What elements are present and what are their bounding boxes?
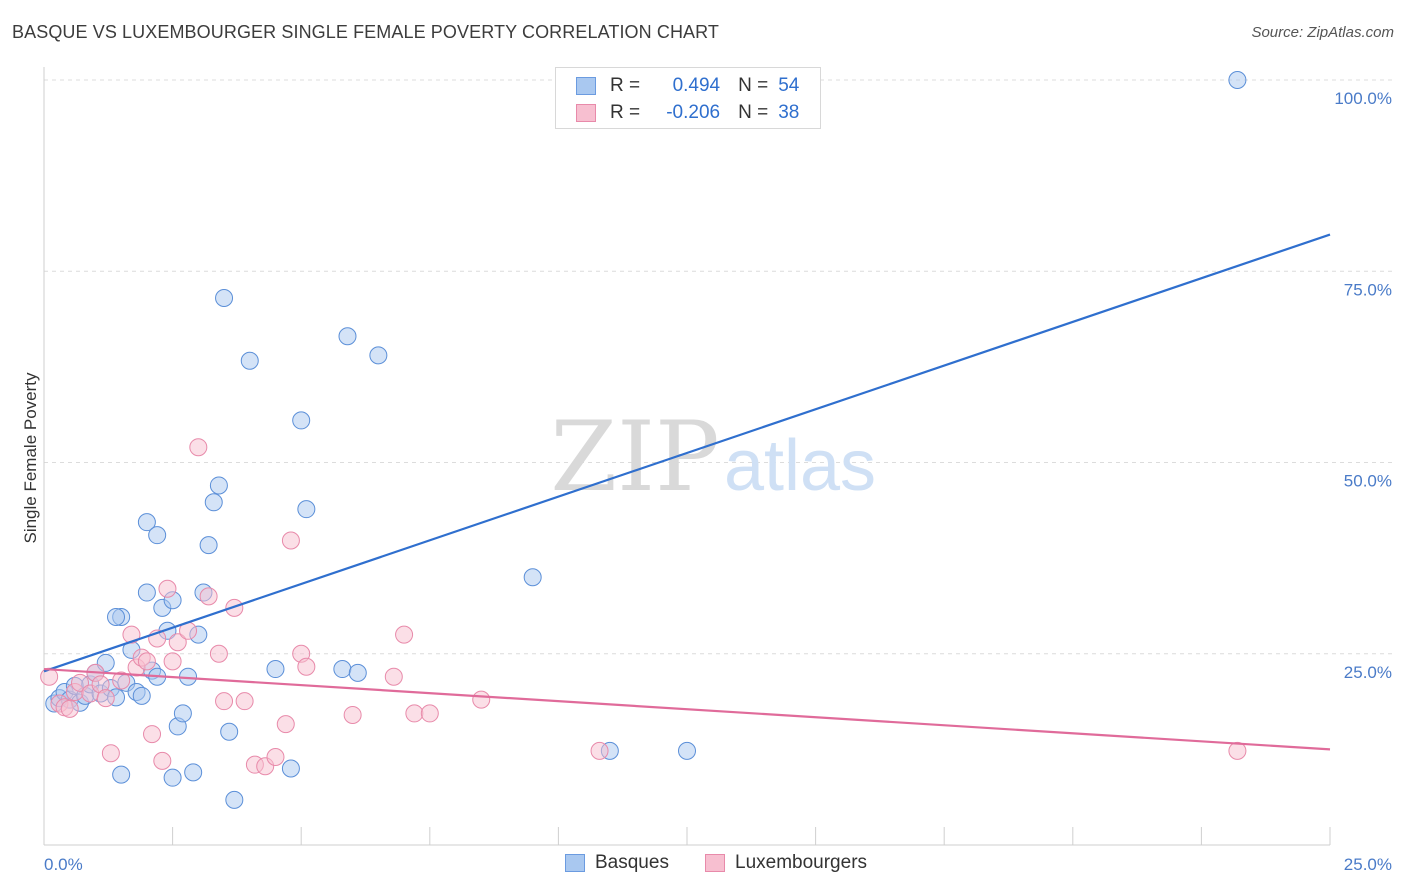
basques-point-53 — [1228, 71, 1247, 89]
luxembourgers-point-0 — [40, 667, 59, 686]
data-points — [40, 71, 1247, 809]
luxembourgers-point-16 — [143, 725, 162, 744]
basques-point-36 — [240, 351, 259, 370]
basques-point-31 — [204, 493, 223, 512]
legend-item-basques[interactable]: Basques — [565, 852, 669, 874]
x-tick-label-1: 25.0% — [1344, 855, 1392, 874]
basques-point-17 — [132, 686, 151, 705]
luxembourgers-point-20 — [163, 652, 182, 671]
luxembourgers-point-36 — [395, 625, 414, 644]
basques-point-18 — [137, 583, 156, 602]
basques-legend-swatch — [565, 854, 585, 872]
legend-label-basques: Basques — [595, 852, 669, 873]
luxembourgers-point-39 — [420, 704, 439, 723]
luxembourgers-point-28 — [235, 692, 254, 711]
chart-source: Source: ZipAtlas.com — [1251, 24, 1394, 41]
luxembourgers-point-9 — [96, 689, 115, 708]
r-label: R = — [610, 75, 641, 96]
watermark-zip: ZIP — [550, 401, 719, 513]
basques-point-27 — [184, 763, 203, 782]
y-tick-label-100: 100.0% — [1334, 89, 1392, 108]
luxembourgers-point-40 — [472, 690, 491, 709]
luxembourgers-point-11 — [112, 671, 131, 690]
basques-trend-line — [43, 233, 1331, 673]
basques-point-50 — [137, 513, 156, 532]
luxembourgers-swatch — [576, 104, 596, 122]
luxembourgers-point-38 — [405, 704, 424, 723]
basques-point-41 — [333, 660, 352, 679]
y-tick-label-50: 50.0% — [1344, 472, 1392, 491]
r-value: 0.494 — [672, 75, 721, 96]
luxembourgers-point-43 — [281, 531, 300, 550]
luxembourgers-point-37 — [384, 667, 403, 686]
stats-legend: R = 0.494 N = 54 R = -0.206 N = 38 — [555, 67, 821, 129]
luxembourgers-trend-line — [43, 667, 1331, 751]
luxembourgers-point-34 — [297, 657, 316, 676]
basques-point-42 — [338, 327, 357, 346]
y-tick-label-75: 75.0% — [1344, 280, 1392, 299]
legend-label-luxembourgers: Luxembourgers — [735, 852, 868, 873]
basques-point-45 — [523, 568, 542, 587]
series-legend: Basques Luxembourgers — [0, 852, 1406, 878]
basques-point-33 — [215, 289, 234, 308]
basques-point-40 — [297, 500, 316, 519]
luxembourgers-point-10 — [101, 744, 120, 763]
luxembourgers-point-35 — [343, 705, 362, 724]
n-value: 54 — [778, 75, 800, 96]
luxembourgers-point-25 — [209, 644, 228, 663]
basques-point-30 — [199, 536, 218, 555]
basques-point-35 — [225, 790, 244, 809]
y-tick-label-25: 25.0% — [1344, 663, 1392, 682]
basques-swatch — [576, 77, 596, 95]
y-axis-label: Single Female Poverty — [21, 372, 40, 544]
basques-point-39 — [292, 411, 311, 430]
luxembourgers-point-15 — [137, 652, 156, 671]
n-label: N = — [738, 75, 769, 96]
basques-point-38 — [281, 759, 300, 778]
basques-point-34 — [220, 722, 239, 741]
basques-point-25 — [173, 704, 192, 723]
legend-row-luxembourgers: R = -0.206 N = 38 — [576, 101, 799, 125]
luxembourgers-point-3 — [60, 699, 79, 718]
luxembourgers-point-26 — [215, 692, 234, 711]
basques-point-51 — [148, 526, 167, 545]
n-value: 38 — [778, 102, 800, 123]
luxembourgers-point-24 — [199, 587, 218, 606]
basques-point-52 — [163, 768, 182, 787]
basques-point-47 — [678, 741, 696, 760]
watermark-atlas: atlas — [724, 426, 876, 506]
basques-point-37 — [266, 660, 285, 679]
luxembourgers-point-31 — [266, 748, 285, 767]
luxembourgers-point-19 — [158, 579, 177, 598]
luxembourgers-point-42 — [1228, 741, 1247, 760]
basques-point-49 — [112, 765, 131, 784]
gridlines: 100.0% 75.0% 50.0% 25.0% — [44, 79, 1392, 682]
trend-lines — [43, 233, 1331, 751]
r-value: -0.206 — [666, 102, 721, 123]
x-tick-label-0: 0.0% — [44, 855, 83, 874]
n-label: N = — [738, 102, 769, 123]
luxembourgers-point-41 — [590, 741, 609, 760]
luxembourgers-legend-swatch — [705, 854, 725, 872]
legend-item-luxembourgers[interactable]: Luxembourgers — [705, 852, 867, 874]
luxembourgers-point-12 — [122, 625, 141, 644]
luxembourgers-point-21 — [168, 633, 187, 652]
axes — [43, 67, 1331, 846]
basques-point-43 — [348, 663, 367, 682]
legend-row-basques: R = 0.494 N = 54 — [576, 74, 799, 98]
basques-point-32 — [209, 476, 228, 495]
chart-title: BASQUE VS LUXEMBOURGER SINGLE FEMALE POV… — [12, 22, 720, 42]
luxembourgers-point-23 — [189, 438, 208, 457]
basques-point-48 — [107, 608, 126, 627]
luxembourgers-point-32 — [276, 715, 295, 734]
r-label: R = — [610, 102, 641, 123]
luxembourgers-point-18 — [153, 751, 172, 770]
basques-point-44 — [369, 346, 388, 365]
watermark: ZIP atlas — [550, 401, 876, 513]
